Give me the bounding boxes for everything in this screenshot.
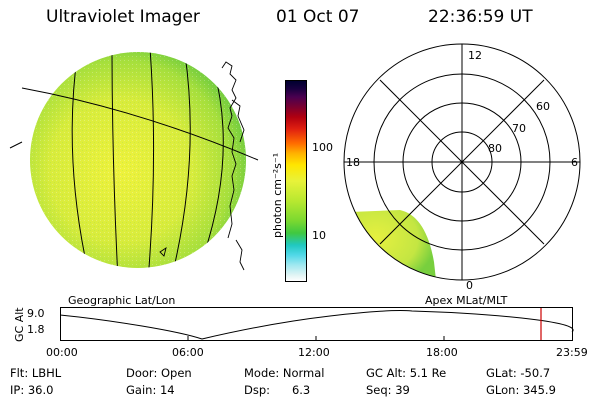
- colorbar-tick-100: 100: [312, 141, 333, 154]
- glon-info: GLon: 345.9: [486, 383, 556, 397]
- altitude-xtick-3: 18:00: [426, 346, 458, 359]
- altitude-ylabel: GC Alt: [13, 307, 26, 342]
- mlt-label-0: 0: [466, 279, 473, 292]
- gain-info: Gain: 14: [126, 383, 175, 397]
- altitude-curve: [60, 310, 574, 340]
- lat-label-60: 60: [536, 100, 550, 113]
- altitude-ytick-bottom: 1.8: [27, 323, 45, 336]
- polar-plot: 12 18 6 0 60 70 80: [343, 43, 581, 292]
- seq-info: Seq: 39: [366, 383, 410, 397]
- latitude-lines: [9, 87, 259, 161]
- color-bar: [285, 80, 307, 282]
- altitude-xtick-4: 23:59: [556, 346, 588, 359]
- gc-alt-info: GC Alt: 5.1 Re: [366, 366, 447, 380]
- earth-image-panel: [9, 52, 259, 271]
- glat-info: GLat: -50.7: [486, 366, 551, 380]
- lat-label-70: 70: [512, 122, 526, 135]
- polar-emission-region: [350, 210, 436, 280]
- mlt-label-18: 18: [346, 156, 360, 169]
- altitude-xtick-1: 06:00: [172, 346, 204, 359]
- altitude-plot: [60, 307, 574, 341]
- longitude-lines: [71, 52, 224, 268]
- observation-date: 01 Oct 07: [276, 7, 360, 27]
- altitude-ytick-top: 9.0: [27, 307, 45, 320]
- ip-info: IP: 36.0: [10, 383, 54, 397]
- mode-info: Mode: Normal: [244, 366, 325, 380]
- mlt-label-6: 6: [571, 156, 578, 169]
- instrument-title: Ultraviolet Imager: [46, 7, 200, 27]
- apex-label: Apex MLat/MLT: [425, 294, 508, 307]
- filter-info: Flt: LBHL: [10, 366, 62, 380]
- mlt-label-12: 12: [468, 49, 482, 62]
- observation-time: 22:36:59 UT: [428, 7, 533, 27]
- lat-label-80: 80: [488, 142, 502, 155]
- coastlines: [159, 61, 245, 271]
- colorbar-unit-label: photon cm⁻²s⁻¹: [271, 152, 284, 238]
- altitude-xtick-0: 00:00: [46, 346, 78, 359]
- geographic-label: Geographic Lat/Lon: [68, 294, 176, 307]
- altitude-xtick-2: 12:00: [298, 346, 330, 359]
- colorbar-tick-10: 10: [312, 229, 326, 242]
- door-info: Door: Open: [126, 366, 192, 380]
- dsp-info: Dsp: 6.3: [244, 383, 311, 397]
